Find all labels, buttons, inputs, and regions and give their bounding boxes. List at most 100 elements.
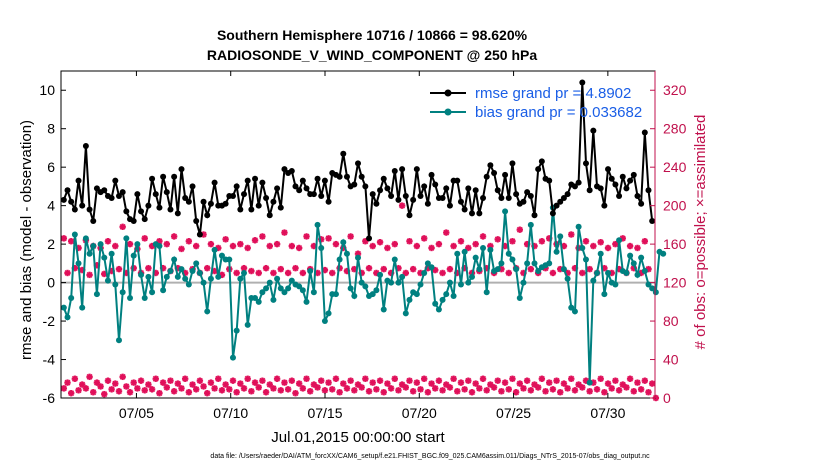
obs-possible-low-point	[112, 380, 119, 387]
rmse-point	[388, 193, 395, 200]
rmse-point	[259, 179, 266, 186]
bias-point	[487, 246, 494, 253]
obs-possible-low-point	[505, 386, 512, 393]
bias-point	[391, 256, 398, 263]
bias-point	[627, 252, 634, 259]
rmse-point	[557, 198, 564, 205]
obs-possible-low-point	[284, 386, 292, 393]
rmse-point	[343, 173, 350, 180]
rmse-point	[590, 127, 597, 134]
obs-possible-low-point	[119, 373, 126, 381]
bias-point	[432, 300, 439, 307]
rmse-point	[318, 193, 325, 200]
obs-possible-low-point	[67, 389, 75, 397]
obs-possible-high-point	[465, 244, 472, 252]
rmse-point	[141, 216, 148, 223]
obs-possible-high-point	[112, 242, 119, 250]
rmse-point	[163, 189, 170, 196]
obs-possible-high-point	[244, 244, 251, 252]
y-axis-left-label: rmse and bias (model - observation)	[18, 120, 35, 360]
bias-point	[229, 354, 236, 361]
rmse-point	[509, 160, 516, 167]
obs-possible-low-point	[369, 379, 376, 386]
rmse-point	[171, 173, 178, 180]
obs-possible-low-point	[270, 385, 277, 392]
obs-possible-high-point	[126, 240, 134, 248]
rmse-point	[432, 181, 439, 188]
rmse-point	[531, 212, 538, 219]
obs-possible-low-point	[538, 375, 546, 382]
rmse-point	[579, 79, 586, 86]
bias-point	[252, 294, 259, 301]
rmse-point	[241, 191, 248, 198]
obs-possible-low-point	[520, 385, 527, 392]
bias-point	[630, 260, 637, 267]
obs-possible-low-point	[204, 389, 211, 397]
obs-possible-low-point	[148, 386, 156, 393]
obs-possible-low-point	[64, 379, 71, 386]
bias-point	[156, 243, 163, 250]
rmse-point	[480, 194, 487, 201]
bias-point	[112, 281, 119, 288]
obs-possible-high-point	[391, 240, 398, 248]
rmse-point	[108, 194, 115, 201]
obs-possible-high-point	[284, 269, 292, 277]
rmse-point	[71, 206, 78, 213]
rmse-point	[112, 177, 119, 184]
obs-possible-low-point	[262, 389, 270, 396]
bias-point	[90, 243, 97, 250]
obs-possible-low-point	[501, 379, 509, 386]
bias-point	[104, 277, 111, 284]
rmse-point	[160, 173, 167, 180]
rmse-point	[627, 177, 634, 184]
bias-point	[127, 294, 134, 301]
obs-possible-high-point	[288, 242, 296, 250]
obs-possible-high-point	[579, 269, 586, 277]
rmse-point	[413, 166, 420, 173]
obs-possible-high-point	[233, 269, 240, 277]
rmse-point	[369, 191, 376, 198]
bias-point	[134, 241, 141, 248]
bias-point	[178, 266, 185, 273]
rmse-point	[340, 150, 347, 157]
bias-point	[196, 269, 203, 276]
bias-point	[645, 281, 652, 288]
rmse-point	[417, 193, 424, 200]
rmse-point	[608, 175, 615, 182]
obs-possible-low-point	[196, 377, 204, 384]
obs-possible-high-point	[457, 238, 465, 245]
obs-possible-low-point	[273, 375, 281, 382]
bias-point	[480, 244, 487, 251]
obs-possible-low-point	[509, 375, 516, 382]
rmse-point	[645, 187, 652, 194]
rmse-point	[101, 187, 108, 194]
legend-bias-label: bias grand pr = 0.033682	[475, 104, 642, 121]
left-tick-label: 6	[47, 159, 55, 175]
obs-possible-low-point	[336, 389, 343, 396]
rmse-point	[156, 204, 163, 211]
rmse-point	[233, 183, 240, 190]
bias-point	[332, 291, 339, 298]
obs-possible-low-point	[343, 385, 351, 392]
bias-point	[505, 250, 512, 257]
bias-point	[145, 273, 152, 280]
obs-possible-low-point	[222, 381, 229, 388]
obs-possible-low-point	[630, 388, 637, 395]
obs-possible-high-point	[420, 235, 428, 242]
bias-point	[649, 285, 656, 292]
obs-possible-low-point	[167, 377, 174, 384]
bias-point	[241, 269, 248, 276]
bias-point	[590, 277, 597, 284]
bias-point	[575, 223, 582, 230]
bias-point	[130, 252, 137, 259]
chart-title-line2: RADIOSONDE_V_WIND_COMPONENT @ 250 hPa	[207, 47, 537, 63]
rmse-point	[152, 191, 159, 198]
bias-point	[325, 310, 332, 317]
rmse-point	[362, 183, 369, 190]
bias-point	[634, 271, 641, 278]
rmse-point	[571, 183, 578, 190]
obs-possible-low-point	[516, 380, 523, 387]
obs-possible-low-point	[634, 379, 641, 386]
obs-possible-low-point	[237, 380, 244, 387]
